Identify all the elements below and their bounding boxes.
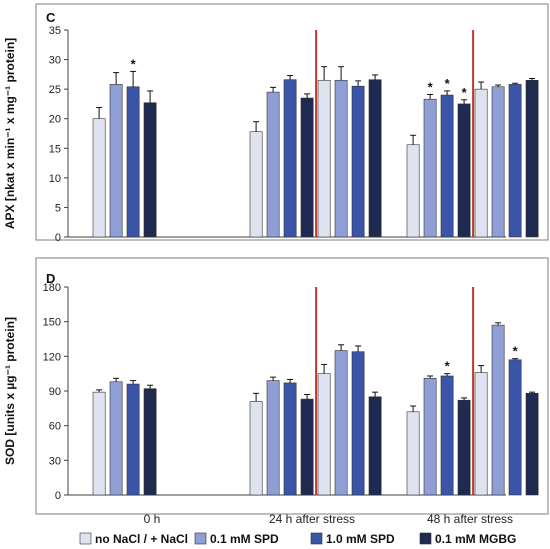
category-label: 0 h	[144, 512, 161, 526]
significance-star: *	[445, 359, 451, 374]
legend-swatch	[419, 532, 432, 545]
bar	[423, 98, 437, 238]
bar	[525, 393, 539, 496]
y-tick-label: 15	[49, 143, 61, 155]
bar	[126, 383, 140, 496]
bar	[440, 94, 454, 238]
legend-swatch	[194, 532, 207, 545]
bar	[508, 359, 522, 496]
y-tick-label: 120	[43, 351, 61, 363]
bar	[334, 79, 348, 238]
bar	[300, 398, 314, 496]
significance-star: *	[513, 344, 519, 359]
panel-frame	[35, 257, 549, 515]
bar	[508, 84, 522, 238]
bar	[109, 84, 123, 238]
bar	[283, 382, 297, 496]
y-tick-label: 10	[49, 173, 61, 185]
bar	[440, 375, 454, 496]
bar	[266, 91, 280, 238]
panel-frame	[35, 3, 549, 241]
bar	[368, 396, 382, 496]
bar	[266, 380, 280, 496]
bar	[109, 381, 123, 496]
bar	[334, 350, 348, 496]
legend-label: 0.1 mM SPD	[210, 532, 279, 546]
y-tick-label: 25	[49, 84, 61, 96]
y-tick-label: 30	[49, 455, 61, 467]
bar	[474, 372, 488, 496]
chart-legend: no NaCl / + NaCl 0.1 mM SPD 1.0 mM SPD 0.1 …	[79, 532, 516, 546]
legend-swatch	[310, 532, 323, 545]
chart-panel-d: D 0 30 60 90 120 150 180 SOD [units x µg⁻¹ prote…	[3, 257, 549, 515]
bar	[406, 411, 420, 496]
legend-label: 1.0 mM SPD	[326, 532, 395, 546]
legend-label: no NaCl / + NaCl	[95, 532, 188, 546]
bar	[317, 79, 331, 238]
bar	[143, 102, 157, 238]
category-axis-labels: 0 h 24 h after stress 48 h after stress	[144, 512, 513, 526]
bar	[317, 373, 331, 496]
y-tick-label: 90	[49, 386, 61, 398]
bar	[300, 97, 314, 238]
bar	[283, 79, 297, 238]
significance-star: *	[445, 76, 451, 91]
bar	[457, 399, 471, 496]
bar	[249, 131, 263, 238]
y-tick-label: 35	[49, 25, 61, 37]
bar	[126, 86, 140, 238]
bar	[92, 391, 106, 496]
bar	[351, 85, 365, 238]
bar	[406, 144, 420, 238]
y-tick-label: 5	[55, 202, 61, 214]
y-axis-title: SOD [units x µg⁻¹ protein]	[3, 317, 17, 465]
category-label: 48 h after stress	[427, 512, 513, 526]
bar	[368, 79, 382, 238]
legend-label: 0.1 mM MGBG	[435, 532, 516, 546]
bar	[525, 79, 539, 238]
panel-label: D	[46, 271, 55, 286]
y-axis-title: APX [nkat x min⁻¹ x mg⁻¹ protein]	[3, 38, 17, 229]
bar	[249, 401, 263, 496]
significance-star: *	[462, 85, 468, 100]
bar	[457, 103, 471, 238]
bar	[143, 388, 157, 496]
category-label: 24 h after stress	[269, 512, 355, 526]
y-tick-label: 0	[55, 490, 61, 502]
bar	[491, 86, 505, 238]
bar	[474, 88, 488, 238]
panel-label: C	[46, 10, 56, 25]
significance-star: *	[131, 56, 137, 71]
bar	[491, 324, 505, 496]
chart-panel-c: C 0 5 10 15 20 25 30 35 APX [nkat x min⁻¹ x mg⁻¹ …	[3, 3, 549, 244]
y-tick-label: 0	[55, 232, 61, 244]
y-tick-label: 180	[43, 282, 61, 294]
bar	[92, 118, 106, 238]
y-tick-label: 20	[49, 114, 61, 126]
bar	[423, 377, 437, 496]
y-tick-label: 60	[49, 421, 61, 433]
significance-star: *	[428, 79, 434, 94]
y-tick-label: 30	[49, 55, 61, 67]
bar	[351, 351, 365, 496]
y-tick-label: 150	[43, 317, 61, 329]
legend-swatch	[79, 532, 92, 545]
